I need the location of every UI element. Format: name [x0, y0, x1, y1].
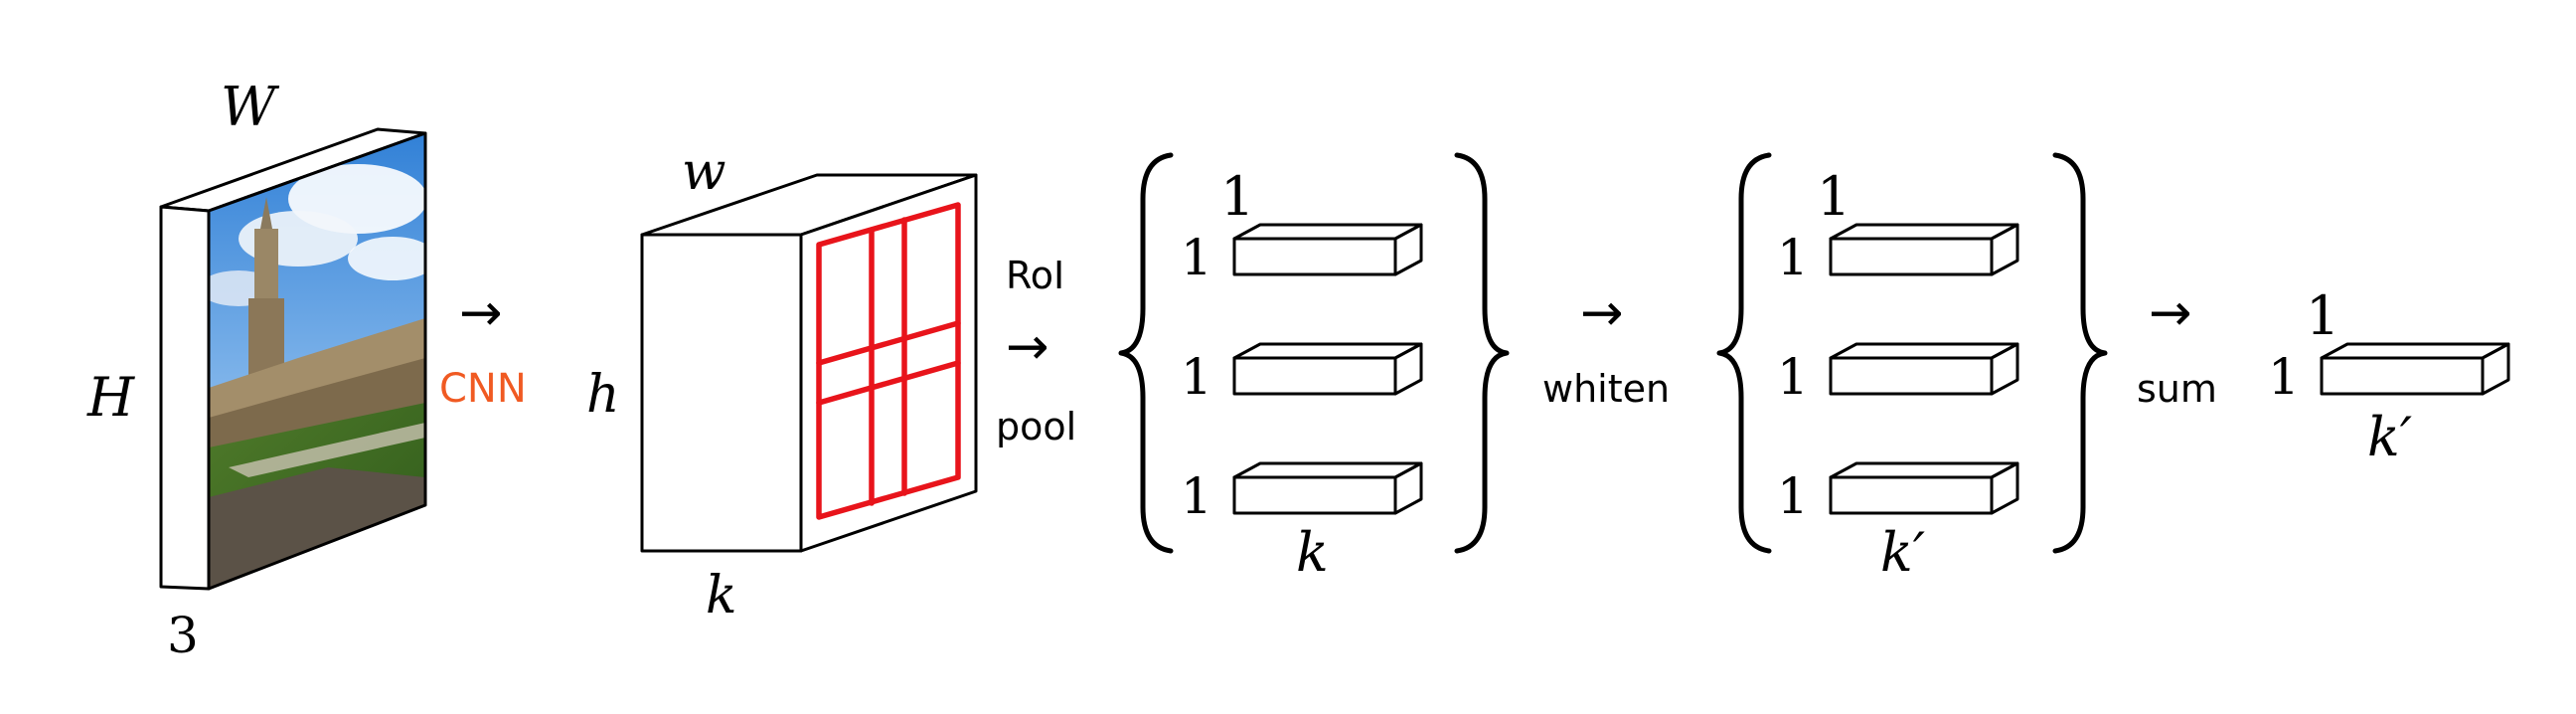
input-height-label: H: [86, 366, 135, 429]
region-row-label: 1: [1181, 348, 1212, 406]
region-row-label: 1: [1181, 467, 1212, 525]
feature-map-block: w h k: [586, 142, 976, 625]
input-image-block: W H 3: [86, 76, 437, 664]
final-row-label: 1: [2268, 348, 2300, 406]
cnn-label: CNN: [439, 366, 527, 412]
region-vector: [1234, 463, 1421, 513]
whitened-vector: [1831, 344, 2017, 394]
feature-height-label: h: [586, 365, 620, 425]
region-vector-set: 1 1 1 1 k: [1121, 155, 1507, 584]
cnn-arrow: →: [459, 283, 503, 343]
whiten-arrow: →: [1580, 283, 1624, 343]
input-channels-label: 3: [167, 607, 199, 664]
final-depth-label: 1: [2306, 284, 2339, 347]
input-image-side-face: [161, 207, 209, 589]
feature-width-label: w: [682, 142, 726, 202]
whitened-set-left-brace: [1719, 155, 1769, 551]
roi-pool-step: RoI → pool: [996, 254, 1076, 448]
whitened-depth-label: 1: [1817, 165, 1851, 228]
region-set-left-brace: [1121, 155, 1171, 551]
region-depth-label: 1: [1220, 165, 1254, 228]
input-width-label: W: [221, 76, 280, 138]
region-vector: [1234, 344, 1421, 394]
whitened-row-label: 1: [1777, 229, 1809, 286]
sum-label: sum: [2137, 367, 2217, 411]
feature-map-front-face: [642, 235, 801, 551]
final-vector-block: 1 1 k′: [2268, 284, 2508, 468]
region-row-label: 1: [1181, 229, 1212, 286]
sum-step: → sum: [2137, 283, 2217, 411]
whitened-length-label: k′: [1880, 521, 1925, 584]
region-set-right-brace: [1457, 155, 1507, 551]
roi-pool-label-top: RoI: [1006, 254, 1064, 297]
whitened-vector: [1831, 463, 2017, 513]
region-vector: [1234, 225, 1421, 274]
whitened-row-label: 1: [1777, 348, 1809, 406]
roi-pool-arrow: →: [1006, 317, 1049, 377]
sum-arrow: →: [2149, 283, 2192, 343]
whitened-row-label: 1: [1777, 467, 1809, 525]
feature-channels-label: k: [706, 566, 737, 625]
cnn-step: → CNN: [439, 283, 527, 412]
whitened-vector: [1831, 225, 2017, 274]
region-length-label: k: [1296, 521, 1329, 584]
roi-pool-label-bottom: pool: [996, 405, 1076, 448]
whiten-step: → whiten: [1542, 283, 1670, 411]
whitened-set-right-brace: [2055, 155, 2105, 551]
whiten-label: whiten: [1542, 367, 1670, 411]
whitened-vector-set: 1 1 1 1 k′: [1719, 155, 2105, 584]
final-length-label: k′: [2367, 406, 2412, 468]
